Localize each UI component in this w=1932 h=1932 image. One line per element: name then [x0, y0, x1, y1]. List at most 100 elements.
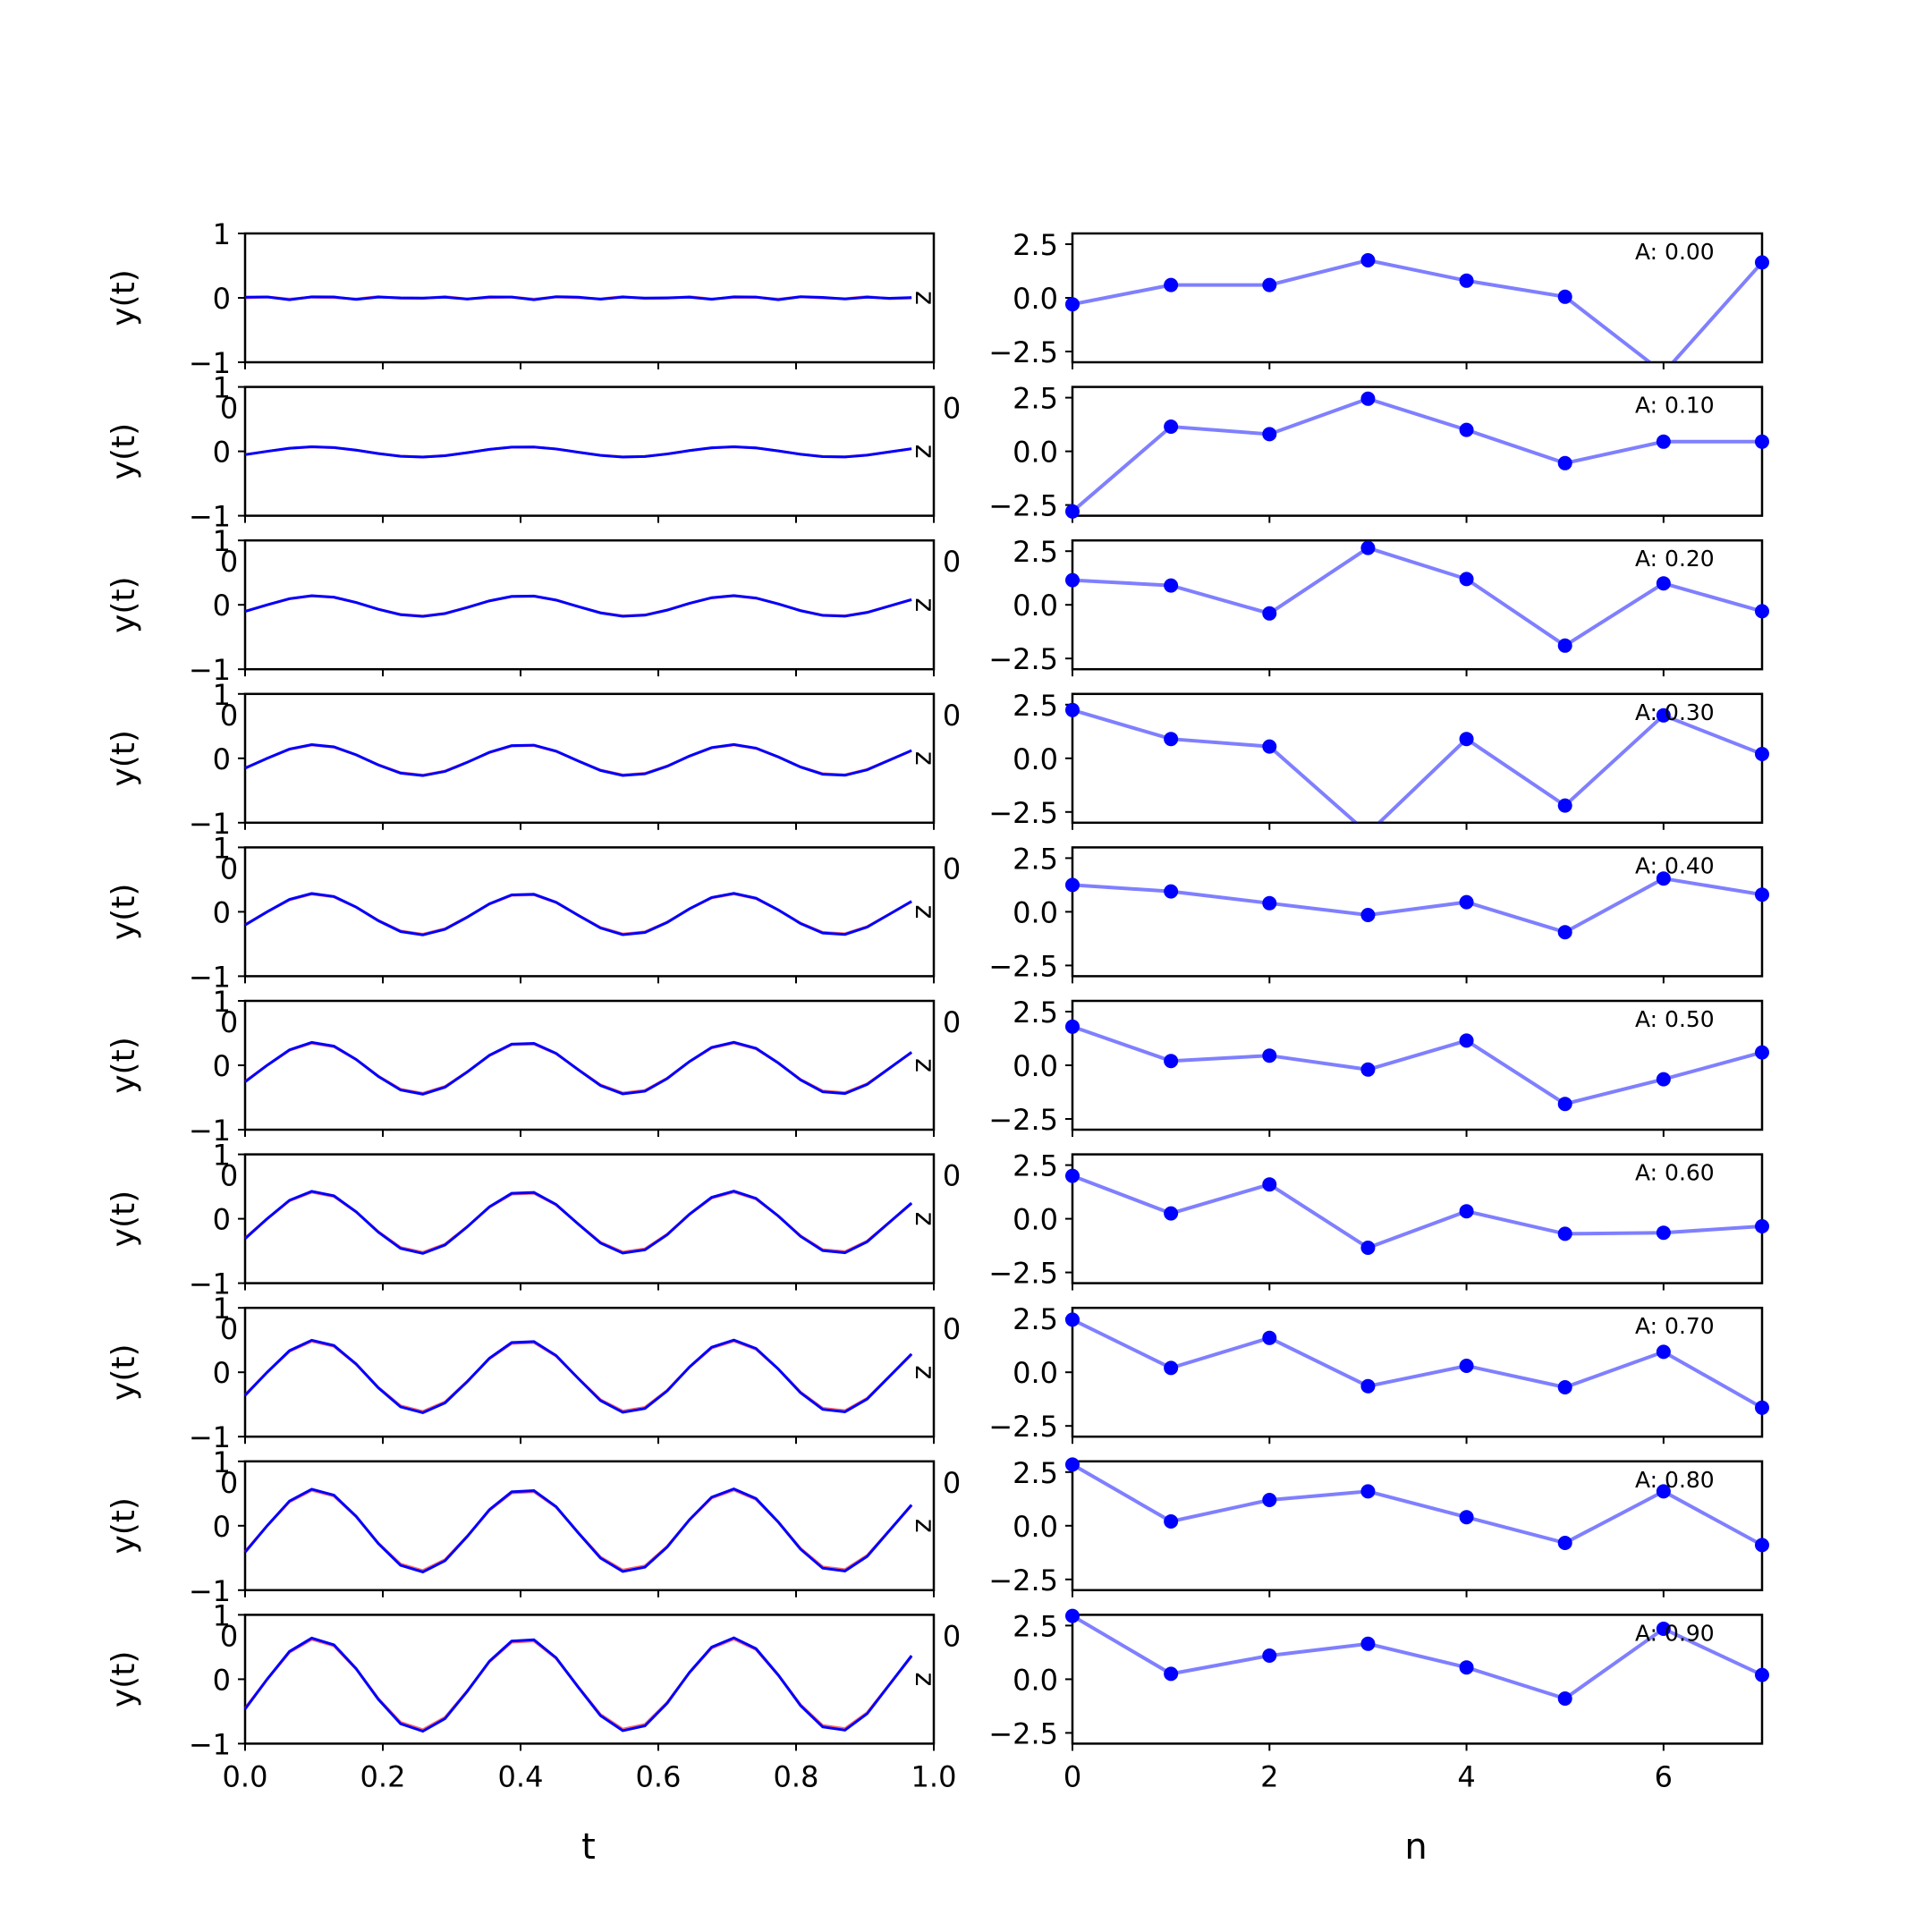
data-point	[1656, 1072, 1671, 1087]
y-axis-label: y(t)	[106, 1343, 142, 1401]
y-tick-label: 2.5	[1013, 1609, 1058, 1643]
corner-z-label: z	[909, 1365, 940, 1379]
y-tick-label: −1	[189, 1574, 231, 1608]
data-point	[1065, 1457, 1080, 1472]
data-point	[1755, 604, 1769, 619]
signal-panel-frame	[243, 386, 936, 517]
signal-panel-frame	[243, 538, 936, 671]
data-point	[1164, 419, 1179, 434]
signal-line-blue	[243, 1190, 913, 1255]
points-panel-2: 2.5 0.0 −2.5 A: 0.20	[988, 535, 1769, 677]
data-point	[1557, 1536, 1572, 1550]
x-tick-label: 2	[1260, 1759, 1278, 1793]
overlap-tick-label: 0	[220, 852, 238, 886]
points-panel-8: 2.5 0.0 −2.5 A: 0.80	[988, 1456, 1769, 1597]
y-tick-label: −1	[189, 1114, 231, 1148]
y-tick-label: −2.5	[988, 1410, 1058, 1444]
data-point	[1164, 277, 1179, 292]
data-point	[1262, 895, 1277, 911]
y-tick-label: 1	[213, 371, 231, 405]
data-point	[1262, 606, 1277, 621]
amplitude-label: A: 0.90	[1635, 1620, 1715, 1646]
data-point	[1360, 391, 1376, 406]
x-tick-label: 0.6	[636, 1759, 682, 1793]
y-tick-label: 2.5	[1013, 382, 1058, 416]
amplitude-label: A: 0.10	[1635, 393, 1715, 419]
data-point	[1164, 1360, 1179, 1376]
y-tick-label: 2.5	[1013, 228, 1058, 262]
signal-panel-6: 10−1y(t)0 0z	[106, 1139, 961, 1301]
signal-line-blue	[243, 1487, 913, 1574]
signal-panel-frame	[243, 1614, 936, 1745]
signal-line-blue	[244, 742, 912, 777]
signal-panel-frame	[243, 1306, 936, 1438]
signal-line-blue	[243, 1338, 913, 1414]
signal-panel-2: 10−1y(t)0 0z	[106, 524, 961, 687]
overlap-tick-label: 0	[220, 1005, 238, 1039]
data-point	[1065, 504, 1080, 519]
points-line	[1072, 877, 1762, 935]
y-tick-label: 0	[213, 1356, 231, 1390]
data-point	[1656, 434, 1671, 449]
y-tick-label: 0.0	[1013, 1663, 1058, 1697]
y-tick-label: 1	[213, 985, 231, 1019]
overlap-tick-label: 0	[943, 699, 961, 733]
signal-panel-frame	[243, 1153, 936, 1284]
x-tick-label: 4	[1457, 1759, 1475, 1793]
overlap-tick-label: 0	[220, 545, 238, 579]
amplitude-label: A: 0.50	[1635, 1006, 1715, 1032]
data-point	[1459, 1359, 1474, 1373]
y-tick-label: −2.5	[988, 1257, 1058, 1291]
data-point	[1755, 887, 1769, 902]
y-tick-label: 1	[213, 217, 231, 251]
y-tick-label: −1	[189, 346, 231, 380]
data-point	[1360, 908, 1376, 922]
data-point	[1164, 1206, 1179, 1221]
y-tick-label: −1	[189, 653, 231, 687]
x-tick-label: 6	[1655, 1759, 1673, 1793]
signal-line-blue	[243, 1636, 913, 1733]
y-tick-label: 1	[213, 1445, 231, 1479]
data-point	[1065, 1019, 1080, 1034]
y-tick-label: 0	[213, 1203, 231, 1237]
points-line	[1072, 546, 1762, 648]
x-tick-label: 0.8	[774, 1759, 819, 1793]
data-point	[1656, 1622, 1671, 1636]
y-tick-label: 0	[213, 742, 231, 776]
x-tick-label: 1.0	[911, 1759, 957, 1793]
amplitude-label: A: 0.40	[1635, 852, 1715, 878]
data-point	[1656, 1225, 1671, 1241]
data-point	[1557, 1380, 1572, 1394]
y-tick-label: 2.5	[1013, 1456, 1058, 1490]
data-point	[1557, 455, 1572, 470]
signal-panel-1: 10−1y(t)0 0z	[106, 371, 961, 534]
corner-z-label: z	[909, 1673, 940, 1687]
corner-z-label: z	[909, 1212, 940, 1226]
data-point	[1459, 1660, 1474, 1675]
data-point	[1065, 572, 1080, 588]
overlap-tick-label: 0	[220, 1312, 238, 1346]
signal-panel-3: 10−1y(t)0 0z	[106, 678, 961, 841]
overlap-tick-label: 0	[220, 1619, 238, 1653]
data-point	[1262, 427, 1277, 442]
data-point	[1755, 1538, 1769, 1553]
data-point	[1656, 1344, 1671, 1360]
points-line	[1072, 1614, 1762, 1701]
data-point	[1065, 1168, 1080, 1183]
y-tick-label: 1	[213, 1139, 231, 1173]
overlap-tick-label: 0	[943, 1466, 961, 1500]
overlap-tick-label: 0	[220, 1466, 238, 1500]
y-tick-label: 0	[213, 1510, 231, 1544]
data-point	[1262, 1493, 1277, 1507]
data-point	[1262, 739, 1277, 754]
amplitude-label: A: 0.00	[1635, 239, 1715, 265]
overlap-tick-label: 0	[943, 1312, 961, 1346]
points-line	[1072, 1318, 1762, 1410]
data-point	[1164, 578, 1179, 593]
data-point	[1164, 1514, 1179, 1529]
data-point	[1164, 1054, 1179, 1069]
y-tick-label: −1	[189, 1420, 231, 1454]
y-tick-label: −2.5	[988, 1563, 1058, 1597]
data-point	[1459, 273, 1474, 288]
signal-line-blue	[244, 445, 912, 459]
